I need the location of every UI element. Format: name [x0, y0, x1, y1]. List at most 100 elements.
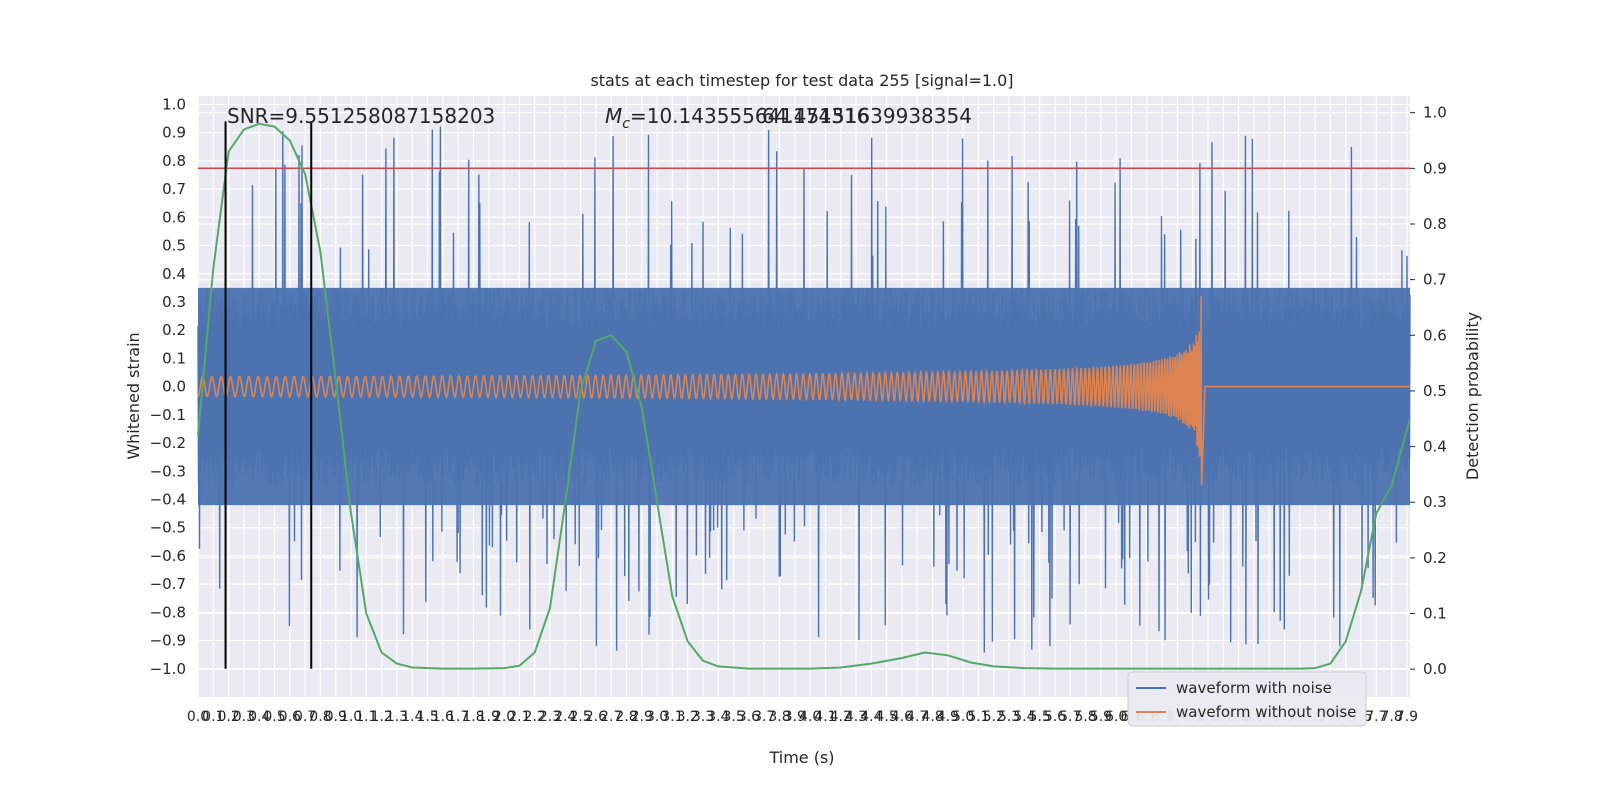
mc-subscript: c — [622, 116, 630, 132]
x-tick-label: 3.3 — [692, 709, 714, 725]
x-tick-label: 2.4 — [554, 709, 576, 725]
x-tick-label: 5.7 — [1059, 709, 1081, 725]
noise-band — [198, 287, 1410, 506]
mc-symbol: M — [605, 104, 622, 128]
x-tick-label: 0.4 — [248, 709, 270, 725]
x-tick-label: 4.2 — [830, 709, 852, 725]
y-tick-label-left: 0.8 — [162, 152, 186, 170]
x-tick-label: 5.8 — [1074, 709, 1096, 725]
y-tick-label-left: −0.2 — [150, 434, 186, 452]
x-tick-label: 2.1 — [508, 709, 530, 725]
x-tick-label: 0.9 — [325, 709, 347, 725]
y-tick-label-left: 0.1 — [162, 349, 186, 367]
x-tick-label: 0.1 — [202, 709, 224, 725]
x-tick-label: 0.7 — [294, 709, 316, 725]
y-tick-label-left: −1.0 — [150, 660, 186, 678]
legend-label: waveform with noise — [1176, 679, 1332, 697]
y-tick-label-left: 0.3 — [162, 293, 186, 311]
y-tick-label-right: 0.3 — [1423, 493, 1447, 511]
y-tick-label-left: −0.1 — [150, 406, 186, 424]
x-tick-label: 4.7 — [906, 709, 928, 725]
detection-probability-line — [197, 122, 1411, 670]
y-axis-label-right: Detection probability — [1463, 312, 1482, 480]
x-tick-label: 3.7 — [753, 709, 775, 725]
x-axis-label: Time (s) — [768, 748, 834, 767]
x-tick-label: 2.6 — [585, 709, 607, 725]
waveform-without-noise-line — [197, 296, 1410, 486]
y-tick-label-left: 1.0 — [162, 95, 186, 113]
series-layer — [197, 121, 1411, 670]
x-tick-label: 3.2 — [677, 709, 699, 725]
chart-title: stats at each timestep for test data 255… — [590, 71, 1013, 90]
y-tick-label-right: 0.5 — [1423, 382, 1447, 400]
mc-annotation: Mc=10.143555641174316 — [605, 104, 869, 132]
x-tick-label: 1.0 — [340, 709, 362, 725]
x-tick-label: 3.4 — [707, 709, 729, 725]
x-tick-label: 2.5 — [569, 709, 591, 725]
y-tick-label-left: 0.0 — [162, 378, 186, 396]
x-tick-label: 0.0 — [187, 709, 209, 725]
y-tick-label-left: 0.9 — [162, 124, 186, 142]
x-tick-label: 6.0 — [1105, 709, 1127, 725]
y-tick-label-right: 1.0 — [1423, 104, 1447, 122]
y-tick-label-left: 0.6 — [162, 208, 186, 226]
y-tick-label-left: 0.4 — [162, 265, 186, 283]
y-tick-label-right: 0.1 — [1423, 605, 1447, 623]
x-tick-label: 1.8 — [462, 709, 484, 725]
x-tick-label: 3.6 — [738, 709, 760, 725]
y-axis-label-left: Whitened strain — [124, 332, 143, 459]
y-tick-label-left: −0.8 — [150, 603, 186, 621]
x-tick-label: 1.4 — [401, 709, 423, 725]
x-tick-label: 7.8 — [1381, 709, 1403, 725]
y-tick-label-left: −0.3 — [150, 462, 186, 480]
y-tick-label-left: 0.2 — [162, 321, 186, 339]
x-tick-label: 1.6 — [432, 709, 454, 725]
x-tick-label: 2.3 — [539, 709, 561, 725]
x-tick-label: 1.1 — [355, 709, 377, 725]
y-tick-label-right: 0.9 — [1423, 159, 1447, 177]
x-tick-label: 0.5 — [263, 709, 285, 725]
x-tick-label: 0.2 — [217, 709, 239, 725]
x-tick-label: 5.0 — [952, 709, 974, 725]
y-tick-label-left: −0.6 — [150, 547, 186, 565]
x-tick-label: 2.8 — [615, 709, 637, 725]
x-tick-label: 0.3 — [233, 709, 255, 725]
x-tick-label: 5.1 — [967, 709, 989, 725]
legend: waveform with noise waveform without nois… — [1127, 671, 1367, 727]
x-tick-label: 2.9 — [631, 709, 653, 725]
x-tick-label: 3.0 — [646, 709, 668, 725]
x-tick-label: 1.2 — [371, 709, 393, 725]
y-tick-label-right: 0.8 — [1423, 215, 1447, 233]
y-tick-label-left: −0.4 — [150, 490, 186, 508]
x-tick-label: 5.3 — [998, 709, 1020, 725]
snr-annotation: SNR=9.551258087158203 — [227, 104, 495, 128]
x-tick-label: 0.8 — [309, 709, 331, 725]
x-tick-label: 4.9 — [937, 709, 959, 725]
x-tick-label: 3.9 — [784, 709, 806, 725]
x-tick-label: 4.8 — [921, 709, 943, 725]
x-tick-label: 5.4 — [1013, 709, 1035, 725]
x-tick-label: 7.9 — [1396, 709, 1418, 725]
y-tick-label-right: 0.0 — [1423, 660, 1447, 678]
x-tick-label: 1.3 — [386, 709, 408, 725]
x-tick-label: 5.2 — [983, 709, 1005, 725]
x-tick-label: 0.6 — [279, 709, 301, 725]
y-tick-label-right: 0.4 — [1423, 438, 1447, 456]
x-tick-label: 2.7 — [600, 709, 622, 725]
x-tick-label: 5.9 — [1090, 709, 1112, 725]
x-tick-label: 2.2 — [524, 709, 546, 725]
y-tick-label-right: 0.2 — [1423, 549, 1447, 567]
x-tick-label: 5.5 — [1029, 709, 1051, 725]
mc-value: =10.143555641174316 — [630, 104, 869, 128]
y-tick-label-left: 0.7 — [162, 180, 186, 198]
x-tick-label: 1.5 — [416, 709, 438, 725]
y-tick-label-left: −0.7 — [150, 575, 186, 593]
legend-label: waveform without noise — [1176, 703, 1356, 721]
x-tick-label: 4.1 — [814, 709, 836, 725]
x-tick-label: 2.0 — [493, 709, 515, 725]
x-tick-label: 3.5 — [722, 709, 744, 725]
x-tick-label: 3.1 — [661, 709, 683, 725]
y-tick-label-right: 0.7 — [1423, 271, 1447, 289]
legend-box — [1127, 671, 1367, 727]
